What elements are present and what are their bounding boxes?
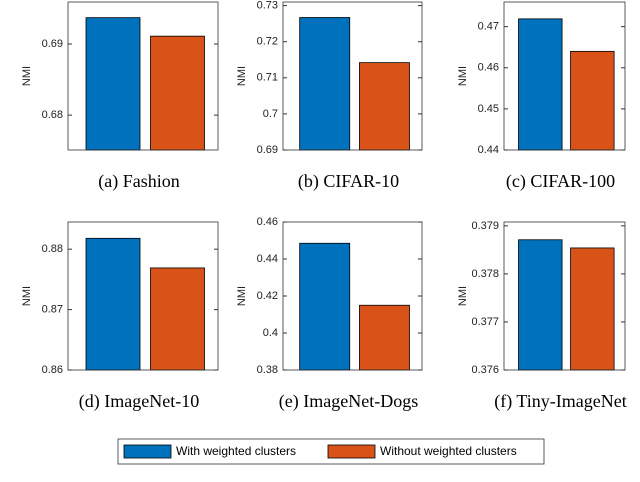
y-tick-label: 0.86 — [42, 364, 63, 376]
y-axis-label: NMI — [457, 286, 469, 306]
y-axis-label: NMI — [21, 66, 33, 86]
axes-box — [503, 221, 626, 371]
y-tick-label: 0.46 — [257, 216, 278, 228]
y-tick-label: 0.68 — [42, 109, 63, 121]
y-tick-label: 0.38 — [257, 364, 278, 376]
y-tick-label: 0.69 — [257, 144, 278, 156]
y-tick-label: 0.45 — [478, 103, 499, 115]
y-tick-label: 0.7 — [263, 108, 278, 120]
bar — [85, 17, 141, 151]
y-tick-label: 0.44 — [257, 253, 278, 265]
y-tick-label: 0.379 — [471, 220, 499, 232]
caption: (b) CIFAR-10 — [298, 171, 399, 192]
caption: (e) ImageNet-Dogs — [279, 391, 418, 412]
legend-label: Without weighted clusters — [380, 444, 517, 458]
bar — [150, 35, 205, 151]
y-tick-label: 0.377 — [471, 316, 499, 328]
y-tick-label: 0.87 — [42, 303, 63, 315]
y-tick-label: 0.88 — [42, 243, 63, 255]
y-tick-label: 0.71 — [257, 72, 278, 84]
caption: (f) Tiny-ImageNet — [494, 391, 626, 412]
axes-box — [67, 1, 219, 151]
bar — [359, 304, 410, 371]
y-tick-label: 0.69 — [42, 38, 63, 50]
caption: (d) ImageNet-10 — [79, 391, 199, 412]
y-tick-label: 0.72 — [257, 36, 278, 48]
axes-box — [67, 221, 219, 371]
y-axis-label: NMI — [21, 286, 33, 306]
y-axis-label: NMI — [236, 286, 248, 306]
y-tick-label: 0.73 — [257, 0, 278, 12]
legend-swatch — [123, 444, 172, 459]
y-tick-label: 0.42 — [257, 290, 278, 302]
y-tick-label: 0.47 — [478, 21, 499, 33]
axes-box — [503, 1, 626, 151]
y-axis-label: NMI — [457, 66, 469, 86]
bar — [359, 62, 410, 151]
bar — [299, 242, 351, 371]
axes-box — [282, 1, 423, 151]
axes-box — [282, 221, 423, 371]
bar — [85, 237, 141, 371]
y-tick-label: 0.4 — [263, 327, 278, 339]
y-tick-label: 0.376 — [471, 364, 499, 376]
bar — [518, 18, 563, 151]
legend-label: With weighted clusters — [176, 444, 296, 458]
legend-swatch — [327, 444, 376, 459]
y-tick-label: 0.44 — [478, 144, 499, 156]
bar — [570, 247, 615, 371]
bar — [570, 50, 615, 151]
bar — [299, 17, 351, 151]
y-tick-label: 0.378 — [471, 268, 499, 280]
caption: (a) Fashion — [98, 171, 179, 192]
bar — [518, 239, 563, 371]
y-tick-label: 0.46 — [478, 62, 499, 74]
bar — [150, 267, 205, 371]
y-axis-label: NMI — [236, 66, 248, 86]
caption: (c) CIFAR-100 — [506, 171, 615, 192]
